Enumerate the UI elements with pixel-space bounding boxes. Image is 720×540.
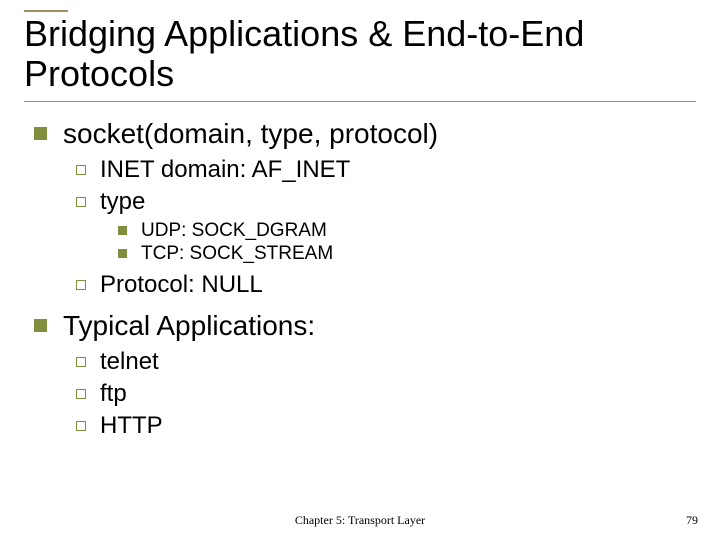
footer-chapter: Chapter 5: Transport Layer: [0, 513, 720, 528]
list-item: UDP: SOCK_DGRAM: [118, 219, 696, 243]
list-item: type UDP: SOCK_DGRAM TCP: SO: [76, 187, 696, 267]
hollow-square-bullet-icon: [76, 197, 86, 207]
square-bullet-icon: [34, 127, 47, 140]
list-item: telnet: [76, 347, 696, 377]
item-label: HTTP: [100, 411, 163, 441]
bullet-list: socket(domain, type, protocol) INET doma…: [24, 116, 696, 442]
hollow-square-bullet-icon: [76, 357, 86, 367]
list-item: HTTP: [76, 411, 696, 441]
square-bullet-icon: [118, 249, 127, 258]
list-item: INET domain: AF_INET: [76, 155, 696, 185]
list-item: ftp: [76, 379, 696, 409]
hollow-square-bullet-icon: [76, 389, 86, 399]
slide-title: Bridging Applications & End-to-End Proto…: [24, 14, 696, 95]
item-label: Protocol: NULL: [100, 270, 263, 300]
square-bullet-icon: [34, 319, 47, 332]
bullet-list: telnet ftp HTTP: [34, 347, 696, 441]
list-item: socket(domain, type, protocol) INET doma…: [34, 116, 696, 301]
item-label: UDP: SOCK_DGRAM: [141, 219, 327, 243]
item-label: type: [100, 187, 145, 217]
bullet-list: INET domain: AF_INET type UDP: SOCK_DGRA…: [34, 155, 696, 301]
list-item: Protocol: NULL: [76, 270, 696, 300]
footer-page-number: 79: [686, 513, 698, 528]
hollow-square-bullet-icon: [76, 280, 86, 290]
hollow-square-bullet-icon: [76, 421, 86, 431]
list-item: Typical Applications: telnet ftp: [34, 308, 696, 441]
item-label: INET domain: AF_INET: [100, 155, 350, 185]
square-bullet-icon: [118, 226, 127, 235]
item-label: telnet: [100, 347, 159, 377]
title-rule: Bridging Applications & End-to-End Proto…: [24, 10, 696, 102]
list-item: TCP: SOCK_STREAM: [118, 242, 696, 266]
item-label: socket(domain, type, protocol): [63, 116, 438, 151]
slide: Bridging Applications & End-to-End Proto…: [0, 0, 720, 540]
hollow-square-bullet-icon: [76, 165, 86, 175]
item-label: Typical Applications:: [63, 308, 315, 343]
item-label: ftp: [100, 379, 127, 409]
item-label: TCP: SOCK_STREAM: [141, 242, 333, 266]
bullet-list: UDP: SOCK_DGRAM TCP: SOCK_STREAM: [76, 219, 696, 267]
